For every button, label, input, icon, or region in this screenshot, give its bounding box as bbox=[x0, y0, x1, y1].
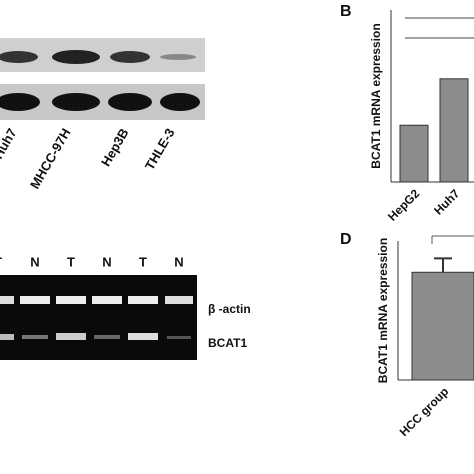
band bbox=[167, 336, 191, 339]
band bbox=[128, 296, 158, 304]
band bbox=[94, 335, 120, 339]
band bbox=[56, 296, 86, 304]
lane-label: N bbox=[102, 254, 111, 269]
western-blot bbox=[0, 38, 205, 120]
band bbox=[0, 334, 14, 340]
band bbox=[0, 51, 38, 63]
band bbox=[160, 54, 196, 60]
band bbox=[165, 296, 193, 304]
band bbox=[0, 93, 40, 111]
panel-label: B bbox=[340, 3, 352, 20]
band bbox=[52, 50, 100, 64]
bar bbox=[399, 124, 429, 183]
bar bbox=[411, 271, 474, 381]
band bbox=[56, 333, 86, 340]
lane-label: T bbox=[0, 254, 2, 269]
gel bbox=[0, 275, 197, 360]
y-axis-label: BCAT1 mRNA expression bbox=[376, 238, 390, 383]
band bbox=[160, 93, 200, 111]
band bbox=[108, 93, 152, 111]
gel-image bbox=[0, 275, 197, 360]
lane-label: T bbox=[139, 254, 147, 269]
band bbox=[128, 333, 158, 340]
band bbox=[92, 296, 122, 304]
bar bbox=[439, 78, 469, 183]
band bbox=[0, 296, 14, 304]
band bbox=[110, 51, 150, 63]
lane-label: N bbox=[30, 254, 39, 269]
band bbox=[22, 335, 48, 339]
band bbox=[20, 296, 50, 304]
lane-label: T bbox=[67, 254, 75, 269]
y-axis-label: BCAT1 mRNA expression bbox=[369, 23, 383, 168]
band-label: β -actin bbox=[208, 302, 251, 316]
lane-label: N bbox=[174, 254, 183, 269]
band bbox=[52, 93, 100, 111]
panel-label: D bbox=[340, 231, 352, 248]
band-label: BCAT1 bbox=[208, 336, 247, 350]
